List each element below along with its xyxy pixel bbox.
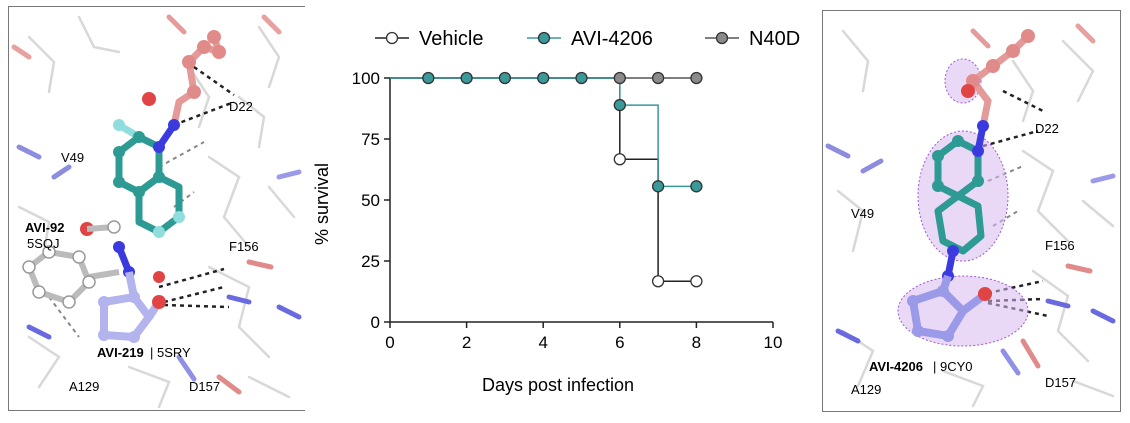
x-tick-label: 8 — [692, 333, 701, 352]
ligand-b-pdb: | 5SRY — [150, 345, 191, 360]
data-point-vehicle — [651, 275, 665, 288]
legend-marker — [537, 31, 551, 45]
chart-axes: 0 25 50 75 100 0 2 4 6 8 10 — [352, 69, 783, 352]
x-tick-label: 4 — [538, 333, 547, 352]
series-line-avi-4206 — [390, 77, 697, 188]
data-point-avi-4206 — [690, 180, 703, 193]
survival-chart: Vehicle AVI-4206 N40D 0 25 50 75 100 0 2 4 6 8 10 Da… — [305, 0, 820, 418]
legend-marker — [715, 31, 729, 45]
right-structure-panel: D22 V49 F156 A129 D157 AVI-4206 | 9CY0 — [822, 10, 1121, 412]
legend-item-n40d: N40D — [705, 28, 800, 50]
chart-series-lines — [390, 77, 697, 283]
y-tick-label: 75 — [361, 130, 380, 149]
label-f156: F156 — [229, 239, 259, 254]
ligand-pdb: | 9CY0 — [933, 359, 973, 374]
ligand-a-pdb: 5SQJ — [27, 236, 60, 251]
legend-label: N40D — [749, 28, 800, 50]
x-tick-label: 2 — [462, 333, 471, 352]
data-point-n40d — [613, 71, 626, 85]
series-line-vehicle — [390, 77, 697, 283]
label-a129: A129 — [69, 379, 99, 394]
survival-chart-svg: Vehicle AVI-4206 N40D 0 25 50 75 100 0 2 4 6 8 10 Da… — [312, 28, 800, 395]
ligand-b-name: AVI-219 — [97, 345, 144, 360]
data-point-avi-4206 — [460, 71, 473, 85]
y-tick-label: 25 — [361, 252, 380, 271]
legend-label: AVI-4206 — [571, 28, 653, 50]
x-tick-label: 6 — [615, 333, 624, 352]
data-point-avi-4206 — [537, 71, 550, 85]
right-structure-image: D22 V49 F156 A129 D157 AVI-4206 | 9CY0 — [825, 23, 1116, 408]
data-point-vehicle — [613, 153, 626, 166]
label-v49: V49 — [61, 150, 84, 165]
left-structure-panel: D22 V49 F156 A129 D157 AVI-92 5SQJ AVI-2… — [8, 6, 306, 411]
label-d22: D22 — [1035, 121, 1059, 136]
chart-legend: Vehicle AVI-4206 N40D — [375, 28, 800, 50]
label-d157: D157 — [189, 379, 220, 394]
left-structure-image: D22 V49 F156 A129 D157 AVI-92 5SQJ AVI-2… — [11, 14, 302, 409]
y-tick-label: 0 — [371, 313, 380, 332]
data-point-n40d — [690, 71, 703, 85]
label-v49: V49 — [851, 206, 874, 221]
x-axis-label: Days post infection — [482, 375, 634, 395]
data-point-avi-4206 — [613, 98, 626, 112]
ligand-name: AVI-4206 — [869, 359, 923, 374]
label-f156: F156 — [1045, 238, 1075, 253]
data-point-vehicle — [690, 275, 703, 288]
label-a129: A129 — [851, 382, 881, 397]
legend-marker — [385, 31, 399, 45]
data-point-avi-4206 — [498, 71, 512, 85]
label-d22: D22 — [229, 99, 253, 114]
y-tick-label: 50 — [361, 191, 380, 210]
chart-series-markers — [422, 71, 703, 288]
legend-item-avi-4206: AVI-4206 — [527, 28, 653, 50]
x-tick-label: 10 — [764, 333, 783, 352]
data-point-n40d — [651, 71, 665, 85]
label-d157: D157 — [1045, 375, 1076, 390]
x-tick-label: 0 — [385, 333, 394, 352]
y-axis-label: % survival — [312, 163, 332, 245]
data-point-avi-4206 — [651, 180, 665, 193]
data-point-avi-4206 — [575, 71, 588, 85]
y-tick-label: 100 — [352, 69, 380, 88]
legend-label: Vehicle — [419, 28, 484, 50]
ligand-a-name: AVI-92 — [25, 220, 65, 235]
legend-item-vehicle: Vehicle — [375, 28, 484, 50]
data-point-avi-4206 — [422, 71, 435, 85]
